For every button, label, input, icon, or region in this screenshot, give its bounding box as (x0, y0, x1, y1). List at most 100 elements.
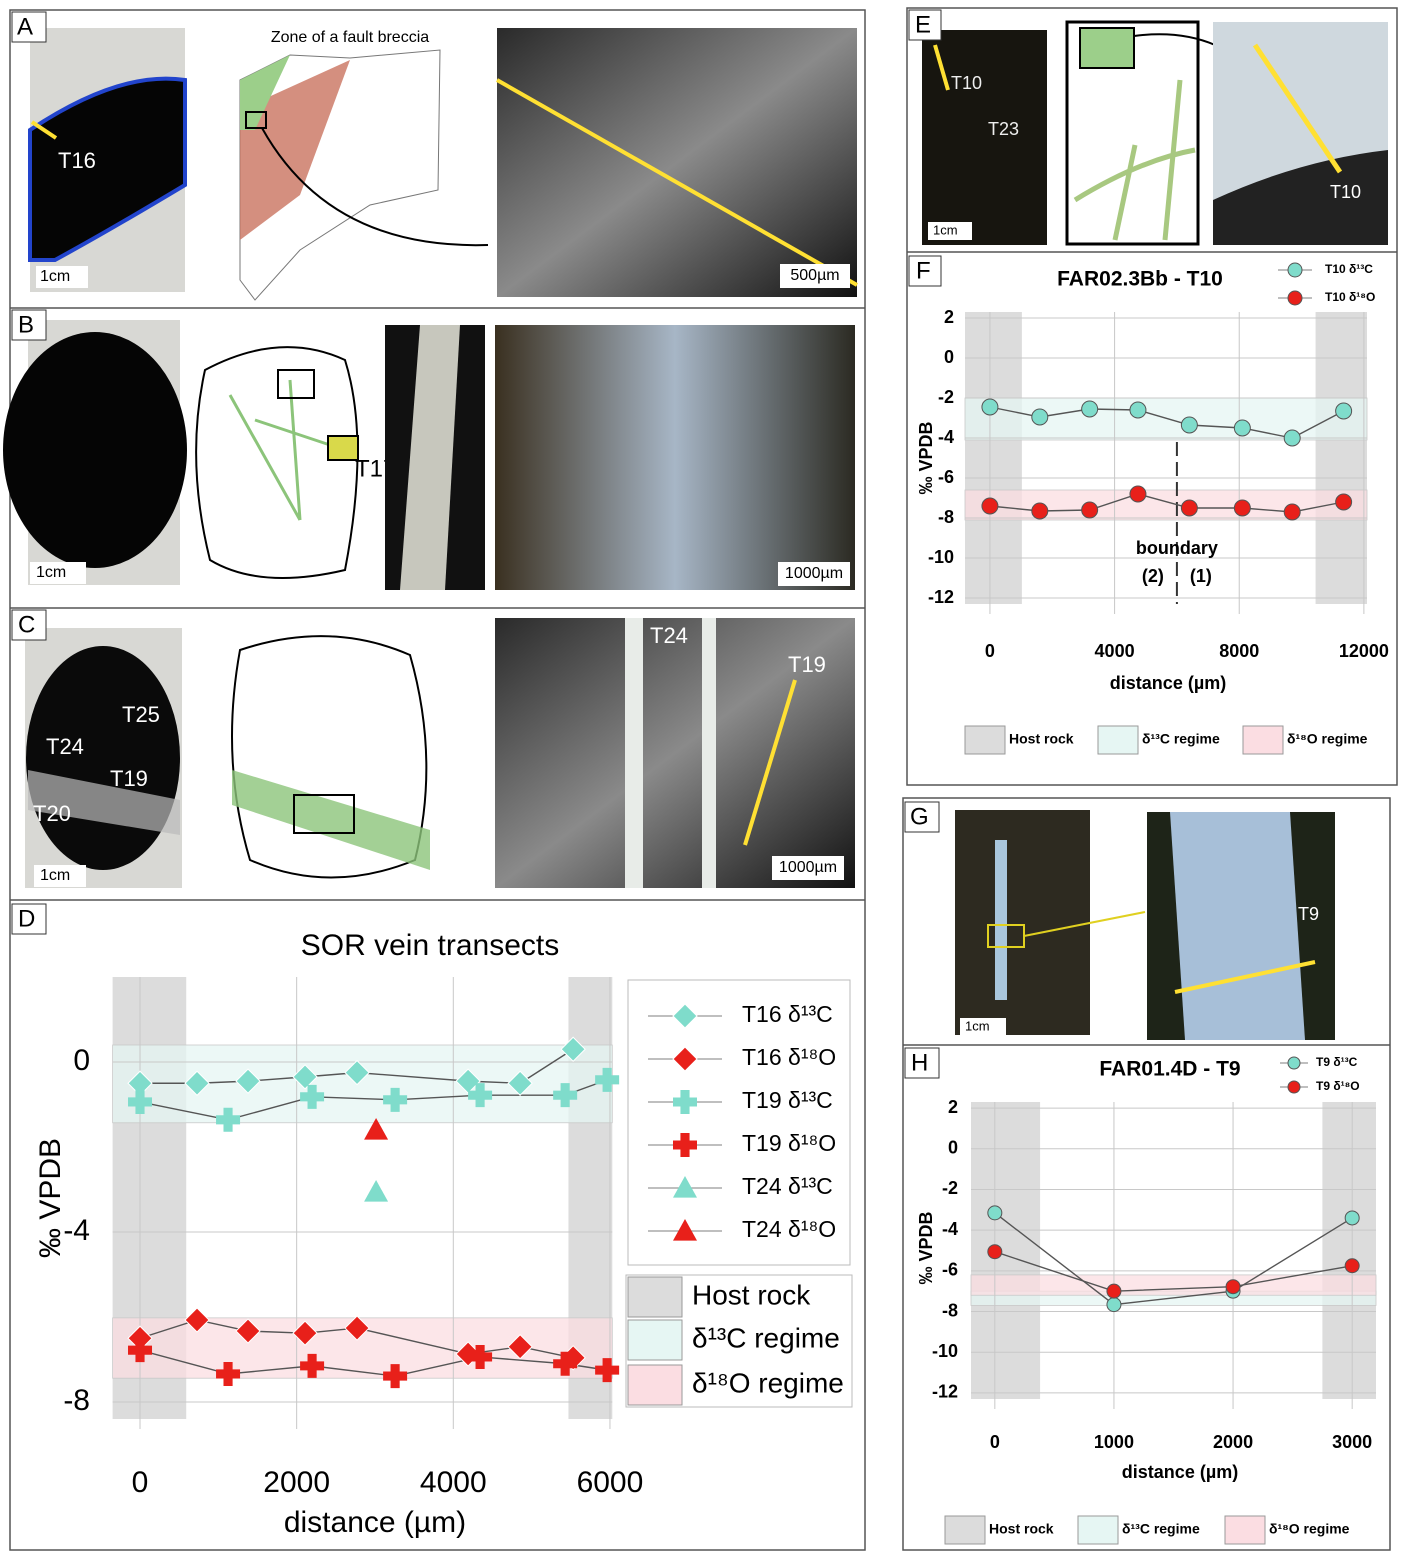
boundary-label: (2) (1142, 566, 1164, 586)
y-tick-label: -8 (938, 507, 954, 527)
legend-label: δ¹⁸O regime (1287, 731, 1368, 747)
legend-swatch (1225, 1516, 1265, 1544)
photo-label: T20 (33, 801, 71, 826)
scale-label: 1cm (933, 222, 958, 237)
regime-band (965, 490, 1367, 520)
photo (625, 618, 643, 888)
x-tick-label: 0 (132, 1466, 149, 1499)
panel-b: 1cm T17 1000µm (3, 320, 855, 590)
chart: 20-2-4-6-8-10-120100020003000FAR01.4D - … (916, 1055, 1376, 1544)
photo-label: T10 (1330, 182, 1361, 202)
data-point (1234, 420, 1250, 436)
panel-label: D (18, 905, 35, 932)
legend-label: δ¹³C regime (692, 1322, 840, 1353)
data-point (1181, 417, 1197, 433)
photo-label: T24 (46, 734, 84, 759)
y-tick-label: 0 (944, 347, 954, 367)
y-tick-label: 2 (944, 307, 954, 327)
legend-label: Host rock (692, 1279, 811, 1310)
x-tick-label: 2000 (263, 1466, 330, 1499)
photo (497, 28, 857, 297)
x-tick-label: 4000 (1095, 641, 1135, 661)
legend-label: T24 δ¹³C (742, 1173, 833, 1199)
scale-label: 500µm (790, 267, 839, 284)
legend-label: T19 δ¹⁸O (742, 1130, 836, 1156)
legend-label: T10 δ¹⁸O (1325, 290, 1375, 304)
y-tick-label: -4 (938, 427, 954, 447)
legend-label: T24 δ¹⁸O (742, 1216, 836, 1242)
data-point (982, 399, 998, 415)
chart: 20-2-4-6-8-10-1204000800012000FAR02.3Bb … (916, 262, 1389, 754)
regime-band (965, 398, 1367, 440)
x-tick-label: 8000 (1219, 641, 1259, 661)
data-point (1181, 500, 1197, 516)
data-point (1082, 401, 1098, 417)
legend-marker (1288, 1057, 1300, 1069)
scale-label: 1cm (965, 1018, 990, 1033)
photo-label: T19 (110, 766, 148, 791)
panel-a: T16 1cm Zone of a fault breccia 500µm (30, 28, 857, 300)
x-tick-label: 0 (990, 1432, 1000, 1452)
inset-box (328, 436, 358, 460)
x-tick-label: 1000 (1094, 1432, 1134, 1452)
legend-label: δ¹⁸O regime (692, 1367, 844, 1398)
data-point (1345, 1259, 1359, 1273)
y-tick-label: -2 (942, 1178, 958, 1198)
photo (3, 332, 187, 568)
y-axis-label: ‰ VPDB (34, 1138, 67, 1258)
legend-swatch (965, 726, 1005, 754)
legend-label: δ¹⁸O regime (1269, 1521, 1350, 1537)
panel-label: E (915, 11, 931, 38)
data-point (1082, 502, 1098, 518)
photo-label: T10 (951, 73, 982, 93)
chart-title: SOR vein transects (301, 929, 559, 962)
data-point (1107, 1284, 1121, 1298)
photo-label: T24 (650, 623, 688, 648)
x-axis-label: distance (µm) (1110, 673, 1226, 693)
legend-swatch (628, 1365, 682, 1405)
legend-swatch (1078, 1516, 1118, 1544)
panel-label: C (18, 611, 35, 638)
legend-label: T9 δ¹⁸O (1316, 1079, 1360, 1093)
chart: -8-400200040006000SOR vein transectsdist… (34, 929, 852, 1539)
y-tick-label: -8 (63, 1384, 90, 1417)
panel-label: F (916, 257, 931, 284)
legend-swatch (1243, 726, 1283, 754)
panel-g: 1cm T9 (955, 810, 1335, 1040)
legend-label: T16 δ¹³C (742, 1001, 833, 1027)
legend-marker (1288, 291, 1302, 305)
data-point (1284, 430, 1300, 446)
host-rock-band (971, 1102, 1040, 1399)
figure: T16 1cm Zone of a fault breccia 500µm 1c… (0, 0, 1410, 1551)
host-rock-band (1322, 1102, 1376, 1399)
legend-label: δ¹³C regime (1142, 731, 1220, 747)
y-tick-label: -4 (63, 1214, 90, 1247)
legend-label: Host rock (1009, 731, 1074, 747)
data-point (988, 1206, 1002, 1220)
y-axis-label: ‰ VPDB (916, 421, 936, 494)
x-tick-label: 3000 (1332, 1432, 1372, 1452)
data-point (1032, 409, 1048, 425)
panel-label: G (910, 803, 929, 830)
legend-swatch (945, 1516, 985, 1544)
chart-title: FAR02.3Bb - T10 (1057, 268, 1223, 291)
photo (495, 325, 855, 590)
annotation: Zone of a fault breccia (271, 29, 429, 46)
regime-band (971, 1275, 1376, 1295)
data-point (1226, 1280, 1240, 1294)
legend-marker (1288, 1081, 1300, 1093)
data-point (1032, 503, 1048, 519)
data-point (1336, 494, 1352, 510)
legend-swatch (1098, 726, 1138, 754)
x-tick-label: 4000 (420, 1466, 487, 1499)
panel-label: H (911, 1049, 928, 1076)
x-tick-label: 2000 (1213, 1432, 1253, 1452)
boundary-label: boundary (1136, 538, 1218, 558)
x-axis-label: distance (µm) (284, 1506, 466, 1539)
data-point (988, 1245, 1002, 1259)
scale-label: 1cm (40, 867, 70, 884)
y-tick-label: 0 (948, 1138, 958, 1158)
y-tick-label: 2 (948, 1097, 958, 1117)
legend-label: T19 δ¹³C (742, 1087, 833, 1113)
scale-label: 1cm (36, 564, 66, 581)
